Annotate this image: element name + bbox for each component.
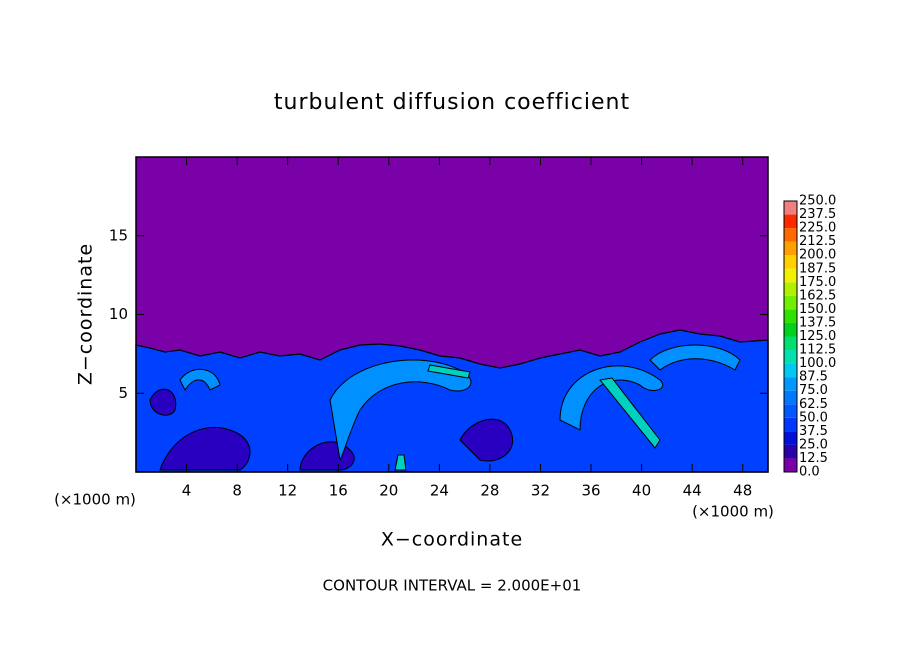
chart-title: turbulent diffusion coefficient bbox=[274, 90, 630, 115]
colorbar-swatch bbox=[784, 417, 797, 432]
colorbar-label: 175.0 bbox=[799, 275, 836, 290]
y-tick-label: 10 bbox=[109, 305, 128, 323]
colorbar-swatch bbox=[784, 431, 797, 445]
colorbar-swatch bbox=[784, 228, 797, 242]
colorbar-swatch bbox=[784, 255, 797, 269]
colorbar-label: 50.0 bbox=[799, 410, 828, 425]
colorbar-label: 125.0 bbox=[799, 329, 836, 344]
colorbar-label: 112.5 bbox=[799, 343, 836, 358]
x-tick-label: 16 bbox=[329, 482, 348, 500]
field-light bbox=[179, 344, 741, 462]
colorbar-label: 162.5 bbox=[799, 288, 836, 303]
x-tick-label: 36 bbox=[581, 482, 600, 500]
colorbar-label: 225.0 bbox=[799, 221, 836, 236]
colorbar-swatch bbox=[784, 390, 797, 405]
y-axis-title: Z−coordinate bbox=[75, 243, 97, 385]
colorbar-label: 75.0 bbox=[799, 383, 828, 398]
colorbar-swatch bbox=[784, 404, 797, 418]
colorbar-swatch bbox=[784, 309, 797, 323]
field-streak bbox=[394, 364, 661, 471]
x-tick-label: 44 bbox=[683, 482, 702, 500]
x-tick-label: 48 bbox=[733, 482, 752, 500]
colorbar-label: 62.5 bbox=[799, 397, 828, 412]
colorbar-swatch bbox=[784, 282, 797, 296]
footnote: CONTOUR INTERVAL = 2.000E+01 bbox=[323, 577, 582, 595]
colorbar-label: 87.5 bbox=[799, 370, 828, 385]
turbulent-layer bbox=[135, 329, 769, 473]
colorbar-label: 200.0 bbox=[799, 248, 836, 263]
colorbar-swatch bbox=[784, 201, 797, 215]
colorbar-label: 150.0 bbox=[799, 302, 836, 317]
colorbar-label: 12.5 bbox=[799, 451, 828, 466]
colorbar-label: 37.5 bbox=[799, 424, 828, 439]
colorbar-label: 0.0 bbox=[799, 465, 820, 480]
colorbar-label: 187.5 bbox=[799, 261, 836, 276]
colorbar-swatch bbox=[784, 336, 797, 351]
colorbar-swatch bbox=[784, 350, 797, 364]
colorbar-label: 250.0 bbox=[799, 194, 836, 209]
colorbar-label: 25.0 bbox=[799, 437, 828, 452]
y-axis-unit: (×1000 m) bbox=[54, 491, 136, 509]
colorbar-label: 100.0 bbox=[799, 356, 836, 371]
colorbar-label: 137.5 bbox=[799, 315, 836, 330]
x-tick-label: 12 bbox=[278, 482, 297, 500]
colorbar-swatch bbox=[784, 444, 797, 459]
colorbar-label: 212.5 bbox=[799, 234, 836, 249]
y-tick-label: 15 bbox=[109, 226, 128, 244]
colorbar-swatch bbox=[784, 322, 797, 337]
colorbar-label: 237.5 bbox=[799, 207, 836, 222]
colorbar-swatch bbox=[784, 377, 797, 391]
x-tick-label: 20 bbox=[379, 482, 398, 500]
colorbar-swatch bbox=[784, 214, 797, 229]
colorbar-frame bbox=[783, 200, 798, 473]
x-axis-unit: (×1000 m) bbox=[692, 503, 774, 521]
x-tick-label: 4 bbox=[182, 482, 192, 500]
field-dark bbox=[149, 388, 514, 471]
colorbar-swatch bbox=[784, 363, 797, 378]
contour-field bbox=[135, 157, 769, 473]
x-tick-label: 40 bbox=[632, 482, 651, 500]
colorbar-swatch bbox=[784, 458, 797, 472]
y-tick-label: 5 bbox=[118, 384, 128, 402]
x-axis-title: X−coordinate bbox=[381, 529, 523, 551]
x-tick-label: 32 bbox=[531, 482, 550, 500]
x-tick-label: 24 bbox=[430, 482, 449, 500]
x-tick-label: 28 bbox=[480, 482, 499, 500]
colorbar-swatch bbox=[784, 268, 797, 283]
x-tick-label: 8 bbox=[232, 482, 242, 500]
colorbar-swatch bbox=[784, 295, 797, 310]
colorbar-swatch bbox=[784, 241, 797, 256]
